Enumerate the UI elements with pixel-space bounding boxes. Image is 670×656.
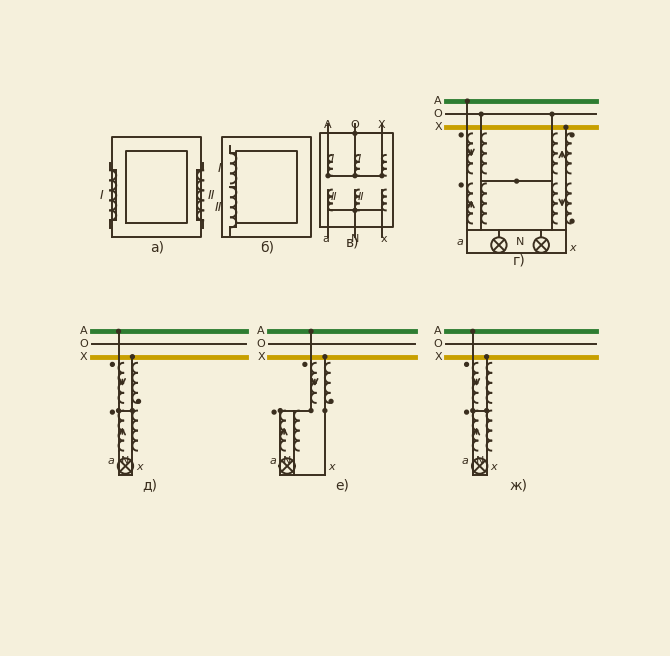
Text: а): а) xyxy=(149,240,163,255)
Text: O: O xyxy=(79,339,88,350)
Text: I: I xyxy=(218,162,222,175)
Text: O: O xyxy=(256,339,265,350)
Text: ж): ж) xyxy=(510,478,528,492)
Text: a: a xyxy=(457,237,464,247)
Circle shape xyxy=(326,174,330,178)
Text: x: x xyxy=(490,462,497,472)
Text: x: x xyxy=(136,462,143,472)
Text: б): б) xyxy=(260,240,274,255)
Circle shape xyxy=(309,329,313,333)
Circle shape xyxy=(459,133,463,137)
Text: N: N xyxy=(476,457,484,466)
Text: X: X xyxy=(434,122,442,133)
Text: a: a xyxy=(322,234,329,244)
Text: II: II xyxy=(358,192,364,203)
Text: в): в) xyxy=(346,236,359,249)
Text: A: A xyxy=(434,96,442,106)
Circle shape xyxy=(309,409,313,413)
Text: O: O xyxy=(433,339,442,350)
Circle shape xyxy=(111,410,115,414)
Text: д): д) xyxy=(142,478,157,492)
Circle shape xyxy=(550,112,554,116)
Circle shape xyxy=(131,355,134,359)
Text: x: x xyxy=(381,234,387,244)
Circle shape xyxy=(459,183,463,187)
Circle shape xyxy=(111,363,115,366)
Circle shape xyxy=(515,179,519,183)
Text: x: x xyxy=(329,462,336,472)
Circle shape xyxy=(479,112,483,116)
Text: O: O xyxy=(433,109,442,119)
Text: е): е) xyxy=(335,478,349,492)
Text: A: A xyxy=(434,326,442,337)
Circle shape xyxy=(117,329,121,333)
Circle shape xyxy=(570,219,574,223)
Circle shape xyxy=(465,363,468,366)
Text: I: I xyxy=(99,189,103,202)
Text: N: N xyxy=(121,457,130,466)
Circle shape xyxy=(471,329,474,333)
Circle shape xyxy=(131,409,134,413)
Text: A: A xyxy=(257,326,265,337)
Text: I: I xyxy=(358,154,361,164)
Text: N: N xyxy=(350,234,359,244)
Text: I: I xyxy=(331,154,334,164)
Text: a: a xyxy=(108,457,115,466)
Circle shape xyxy=(564,125,568,129)
Circle shape xyxy=(465,410,468,414)
Circle shape xyxy=(303,363,307,366)
Circle shape xyxy=(570,133,574,137)
Text: X: X xyxy=(378,120,386,130)
Circle shape xyxy=(466,99,469,103)
Text: X: X xyxy=(434,352,442,361)
Text: г): г) xyxy=(513,253,525,267)
Text: a: a xyxy=(269,457,277,466)
Text: x: x xyxy=(570,243,576,253)
Circle shape xyxy=(278,409,282,413)
Circle shape xyxy=(272,410,276,414)
Text: X: X xyxy=(80,352,88,361)
Text: II: II xyxy=(215,201,222,214)
Circle shape xyxy=(323,409,327,413)
Text: II: II xyxy=(331,192,338,203)
Circle shape xyxy=(117,409,121,413)
Text: N: N xyxy=(283,457,291,466)
Circle shape xyxy=(137,400,141,403)
Circle shape xyxy=(484,355,488,359)
Circle shape xyxy=(484,409,488,413)
Circle shape xyxy=(353,174,357,178)
Text: O: O xyxy=(350,120,359,130)
Circle shape xyxy=(353,131,357,135)
Text: A: A xyxy=(80,326,88,337)
Circle shape xyxy=(323,355,327,359)
Text: X: X xyxy=(257,352,265,361)
Circle shape xyxy=(380,174,384,178)
Circle shape xyxy=(353,209,357,213)
Text: a: a xyxy=(462,457,469,466)
Text: II: II xyxy=(208,189,215,202)
Circle shape xyxy=(471,409,474,413)
Text: N: N xyxy=(516,237,525,247)
Circle shape xyxy=(329,400,333,403)
Text: A: A xyxy=(324,120,332,130)
